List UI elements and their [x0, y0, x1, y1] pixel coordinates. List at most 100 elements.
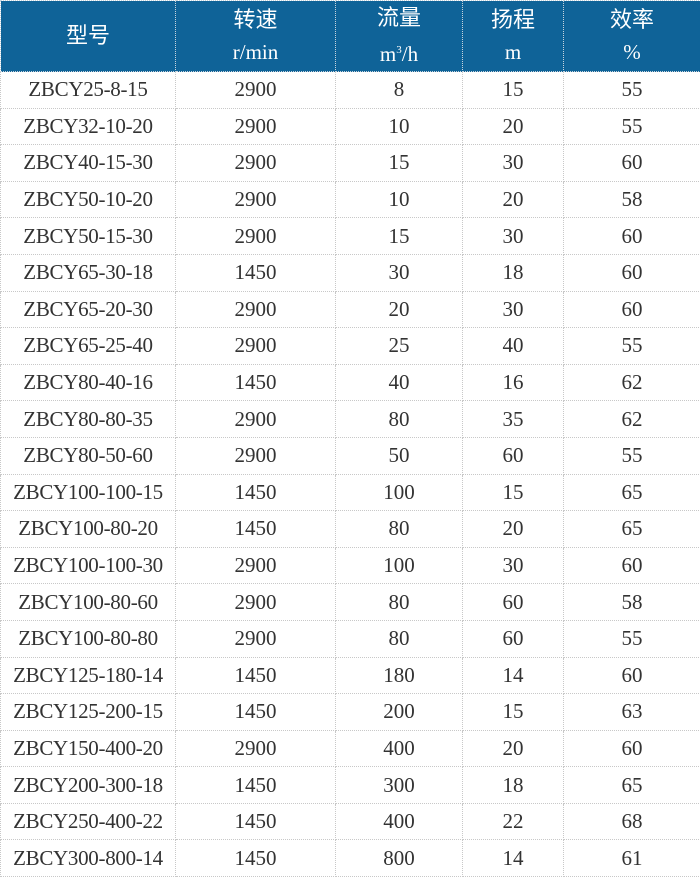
cell-efficiency: 55 — [564, 72, 700, 109]
cell-head: 18 — [463, 254, 564, 291]
cell-flow: 10 — [336, 108, 463, 145]
cell-efficiency: 63 — [564, 694, 700, 731]
cell-flow: 15 — [336, 145, 463, 182]
cell-speed: 2900 — [176, 108, 336, 145]
cell-flow: 80 — [336, 401, 463, 438]
cell-speed: 2900 — [176, 620, 336, 657]
cell-model: ZBCY65-20-30 — [1, 291, 176, 328]
header-speed-label: 转速 — [233, 7, 277, 32]
cell-head: 20 — [463, 108, 564, 145]
cell-model: ZBCY100-80-20 — [1, 511, 176, 548]
header-model-label: 型号 — [66, 23, 110, 48]
cell-efficiency: 60 — [564, 254, 700, 291]
cell-efficiency: 60 — [564, 547, 700, 584]
cell-efficiency: 55 — [564, 437, 700, 474]
cell-head: 35 — [463, 401, 564, 438]
header-speed-unit: r/min — [176, 36, 335, 68]
cell-efficiency: 65 — [564, 767, 700, 804]
cell-model: ZBCY200-300-18 — [1, 767, 176, 804]
cell-model: ZBCY65-25-40 — [1, 328, 176, 365]
cell-speed: 1450 — [176, 694, 336, 731]
header-speed: 转速 r/min — [176, 1, 336, 72]
cell-speed: 1450 — [176, 840, 336, 877]
header-efficiency: 效率% — [564, 1, 700, 72]
cell-speed: 2900 — [176, 547, 336, 584]
cell-model: ZBCY25-8-15 — [1, 72, 176, 109]
cell-efficiency: 65 — [564, 511, 700, 548]
cell-efficiency: 60 — [564, 657, 700, 694]
cell-efficiency: 58 — [564, 584, 700, 621]
cell-speed: 2900 — [176, 730, 336, 767]
cell-efficiency: 68 — [564, 803, 700, 840]
cell-head: 16 — [463, 364, 564, 401]
cell-speed: 2900 — [176, 328, 336, 365]
cell-efficiency: 62 — [564, 364, 700, 401]
cell-flow: 50 — [336, 437, 463, 474]
cell-model: ZBCY150-400-20 — [1, 730, 176, 767]
cell-speed: 2900 — [176, 437, 336, 474]
cell-flow: 100 — [336, 547, 463, 584]
cell-flow: 10 — [336, 181, 463, 218]
cell-flow: 30 — [336, 254, 463, 291]
header-head-label: 扬程 — [491, 7, 535, 32]
cell-head: 40 — [463, 328, 564, 365]
cell-model: ZBCY125-180-14 — [1, 657, 176, 694]
cell-efficiency: 60 — [564, 730, 700, 767]
header-efficiency-unit: % — [564, 36, 700, 68]
flow-unit-tail: /h — [402, 42, 418, 66]
cell-speed: 2900 — [176, 145, 336, 182]
cell-speed: 2900 — [176, 72, 336, 109]
cell-model: ZBCY300-800-14 — [1, 840, 176, 877]
cell-head: 60 — [463, 620, 564, 657]
cell-head: 20 — [463, 730, 564, 767]
cell-efficiency: 55 — [564, 620, 700, 657]
cell-flow: 8 — [336, 72, 463, 109]
cell-efficiency: 60 — [564, 218, 700, 255]
cell-speed: 2900 — [176, 291, 336, 328]
flow-unit-base: m — [380, 42, 396, 66]
cell-head: 30 — [463, 291, 564, 328]
cell-flow: 80 — [336, 620, 463, 657]
cell-speed: 1450 — [176, 474, 336, 511]
cell-head: 30 — [463, 547, 564, 584]
cell-head: 30 — [463, 145, 564, 182]
header-flow-label: 流量 — [377, 5, 421, 30]
cell-model: ZBCY65-30-18 — [1, 254, 176, 291]
cell-flow: 180 — [336, 657, 463, 694]
cell-efficiency: 65 — [564, 474, 700, 511]
cell-head: 22 — [463, 803, 564, 840]
cell-speed: 1450 — [176, 511, 336, 548]
cell-model: ZBCY50-15-30 — [1, 218, 176, 255]
cell-speed: 2900 — [176, 218, 336, 255]
header-head-unit: m — [463, 36, 563, 68]
cell-model: ZBCY80-40-16 — [1, 364, 176, 401]
cell-flow: 400 — [336, 730, 463, 767]
cell-efficiency: 55 — [564, 108, 700, 145]
cell-head: 30 — [463, 218, 564, 255]
cell-flow: 15 — [336, 218, 463, 255]
cell-flow: 80 — [336, 511, 463, 548]
cell-model: ZBCY125-200-15 — [1, 694, 176, 731]
cell-model: ZBCY100-80-80 — [1, 620, 176, 657]
cell-flow: 20 — [336, 291, 463, 328]
cell-speed: 1450 — [176, 803, 336, 840]
